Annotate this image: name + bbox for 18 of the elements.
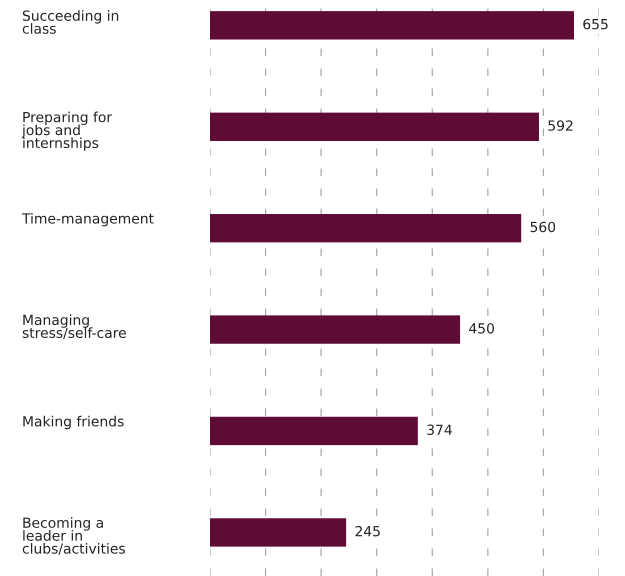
data-label: 655 [583,18,608,30]
data-label: 374 [427,424,452,436]
bar [210,112,539,141]
bar [210,416,418,446]
data-label: 560 [530,222,556,232]
y-tick-label: Becoming a leader in clubs/activities [22,517,125,555]
data-label: 245 [356,526,380,536]
y-tick-label: Preparing for jobs and internships [22,112,112,151]
data-label: 592 [548,120,572,131]
bar [210,11,574,40]
data-label: 450 [469,323,494,334]
bar [210,315,460,344]
bar [210,518,346,547]
y-tick-label: Time-management [22,212,154,226]
y-tick-label: Managing stress/self-care [22,314,126,340]
y-tick-label: Making friends [23,416,124,430]
y-tick-label: Succeeding in class [22,10,118,34]
bar [210,214,522,242]
